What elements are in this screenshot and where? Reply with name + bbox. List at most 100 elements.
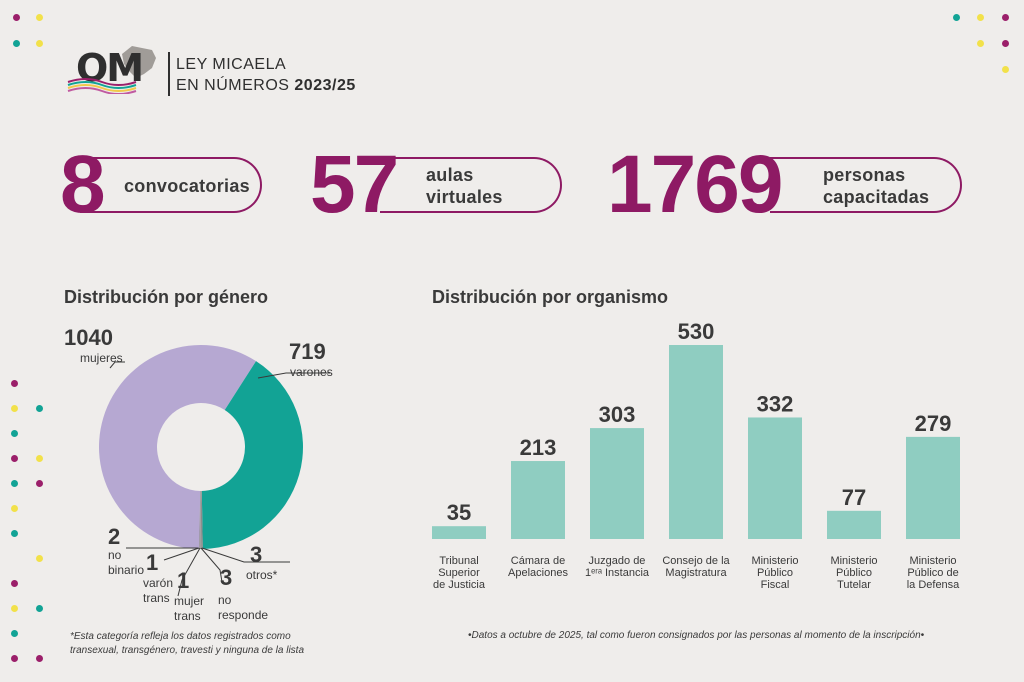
dot — [1002, 14, 1009, 21]
stat-label-personas-line1: personas — [823, 165, 906, 185]
dot — [11, 630, 18, 637]
donut-slice-otros — [201, 490, 203, 549]
stat-pill-aulas — [380, 157, 562, 213]
slice-desc-mujer-trans-line1: mujer — [174, 594, 205, 608]
province-map-icon — [122, 46, 156, 78]
dot — [36, 655, 43, 662]
bar-1 — [511, 461, 565, 539]
dot — [11, 655, 18, 662]
organismo-footnote: •Datos a octubre de 2025, tal como fuero… — [468, 630, 925, 641]
slice-desc-varones: varones — [290, 365, 333, 379]
donut-slice-varón-trans — [199, 490, 201, 549]
donut-slice-no-responde — [200, 490, 202, 549]
bar-category-label-0-0: Tribunal — [439, 555, 478, 567]
bar-category-label-6-1: Público de — [907, 567, 958, 579]
donut-slices — [99, 345, 303, 549]
slice-value-mujeres: 1040 — [64, 325, 113, 350]
bar-category-label-2-1: 1ᵉʳᵃ Instancia — [585, 567, 650, 579]
bar-category-label-3-1: Magistratura — [665, 567, 727, 579]
stat-value-personas: 1769 — [607, 139, 783, 230]
slice-desc-varon-trans-line2: trans — [143, 591, 170, 605]
bar-value-label-0: 35 — [447, 500, 471, 525]
slice-desc-varon-trans-line1: varón — [143, 576, 174, 590]
slice-desc-otros: otros* — [246, 568, 278, 582]
bar-value-label-3: 530 — [678, 319, 715, 344]
bar-category-label-3-0: Consejo de la — [662, 555, 730, 567]
slice-value-varones: 719 — [289, 339, 326, 364]
dot — [11, 580, 18, 587]
dot — [36, 480, 43, 487]
gender-footnote-line1: *Esta categoría refleja los datos regist… — [70, 631, 291, 642]
callout-line-otros — [201, 547, 290, 563]
dot — [36, 14, 43, 21]
header-year: 2023/25 — [294, 77, 356, 94]
stat-label-aulas-line2: virtuales — [426, 187, 503, 207]
bar-category-label-5-0: Ministerio — [830, 555, 877, 567]
dot — [13, 14, 20, 21]
bar-category-label-1-0: Cámara de — [511, 555, 565, 567]
donut-slice-mujeres — [99, 345, 257, 549]
dot — [11, 455, 18, 462]
bar-category-label-4-2: Fiscal — [761, 579, 790, 591]
bar-category-label-5-1: Público — [836, 567, 872, 579]
dot — [11, 430, 18, 437]
dot — [977, 40, 984, 47]
dot — [953, 14, 960, 21]
dot — [1002, 66, 1009, 73]
bar-value-label-6: 279 — [915, 411, 952, 436]
slice-desc-mujer-trans-line2: trans — [174, 609, 201, 623]
dot — [11, 380, 18, 387]
bar-value-label-5: 77 — [842, 485, 866, 510]
gender-footnote-line2: transexual, transgénero, travesti y ning… — [70, 645, 305, 656]
header-title-line2: EN NÚMEROS — [176, 77, 290, 94]
stat-value-aulas: 57 — [310, 139, 399, 230]
dot — [11, 405, 18, 412]
slice-desc-mujeres: mujeres — [80, 351, 123, 365]
bar-category-label-1-1: Apelaciones — [508, 567, 568, 579]
slice-value-varon-trans: 1 — [146, 550, 159, 575]
bar-4 — [748, 417, 802, 539]
slice-desc-no-binario-line2: binario — [108, 563, 145, 577]
dot — [1002, 40, 1009, 47]
slice-value-no-responde: 3 — [220, 565, 233, 590]
slice-desc-mujer-trans: mujer trans — [174, 594, 204, 624]
dot — [11, 530, 18, 537]
slice-value-otros: 3 — [250, 542, 263, 567]
header-title-line1: LEY MICAELA — [176, 56, 287, 73]
bar-value-label-2: 303 — [599, 402, 636, 427]
dot — [11, 480, 18, 487]
bar-6 — [906, 436, 960, 539]
slice-value-mujer-trans: 1 — [177, 568, 190, 593]
bar-3 — [669, 345, 723, 539]
slice-desc-no-binario-line1: no — [108, 548, 122, 562]
stat-label-aulas: aulas virtuales — [426, 164, 503, 208]
slice-desc-no-responde-line2: responde — [218, 608, 269, 622]
logo-stripes — [67, 78, 137, 94]
header-divider — [168, 52, 170, 96]
slice-desc-no-binario: no binario — [108, 548, 144, 578]
bar-category-label-6-2: la Defensa — [907, 579, 960, 591]
bar-category-label-0-1: Superior — [438, 567, 480, 579]
callout-line-varones — [257, 372, 330, 379]
dot — [11, 505, 18, 512]
dot — [36, 555, 43, 562]
bar-category-label-4-1: Público — [757, 567, 793, 579]
dot — [36, 455, 43, 462]
bar-category-label-2-0: Juzgado de — [589, 555, 646, 567]
bar-0 — [432, 526, 486, 539]
stat-value-convocatorias: 8 — [60, 139, 106, 230]
donut-callouts — [109, 361, 330, 597]
callout-line-mujer-trans — [177, 547, 201, 597]
slice-desc-no-responde: no responde — [218, 593, 268, 623]
donut-slice-no-binario — [199, 490, 201, 549]
dot — [36, 405, 43, 412]
stat-label-personas: personas capacitadas — [823, 164, 929, 208]
dot — [977, 14, 984, 21]
callout-line-varon-trans — [163, 547, 200, 561]
callout-line-mujeres — [109, 361, 125, 369]
bar-category-label-4-0: Ministerio — [751, 555, 798, 567]
donut-slice-mujer-trans — [200, 490, 201, 549]
slice-desc-no-responde-line1: no — [218, 593, 232, 607]
bar-value-label-4: 332 — [757, 391, 794, 416]
